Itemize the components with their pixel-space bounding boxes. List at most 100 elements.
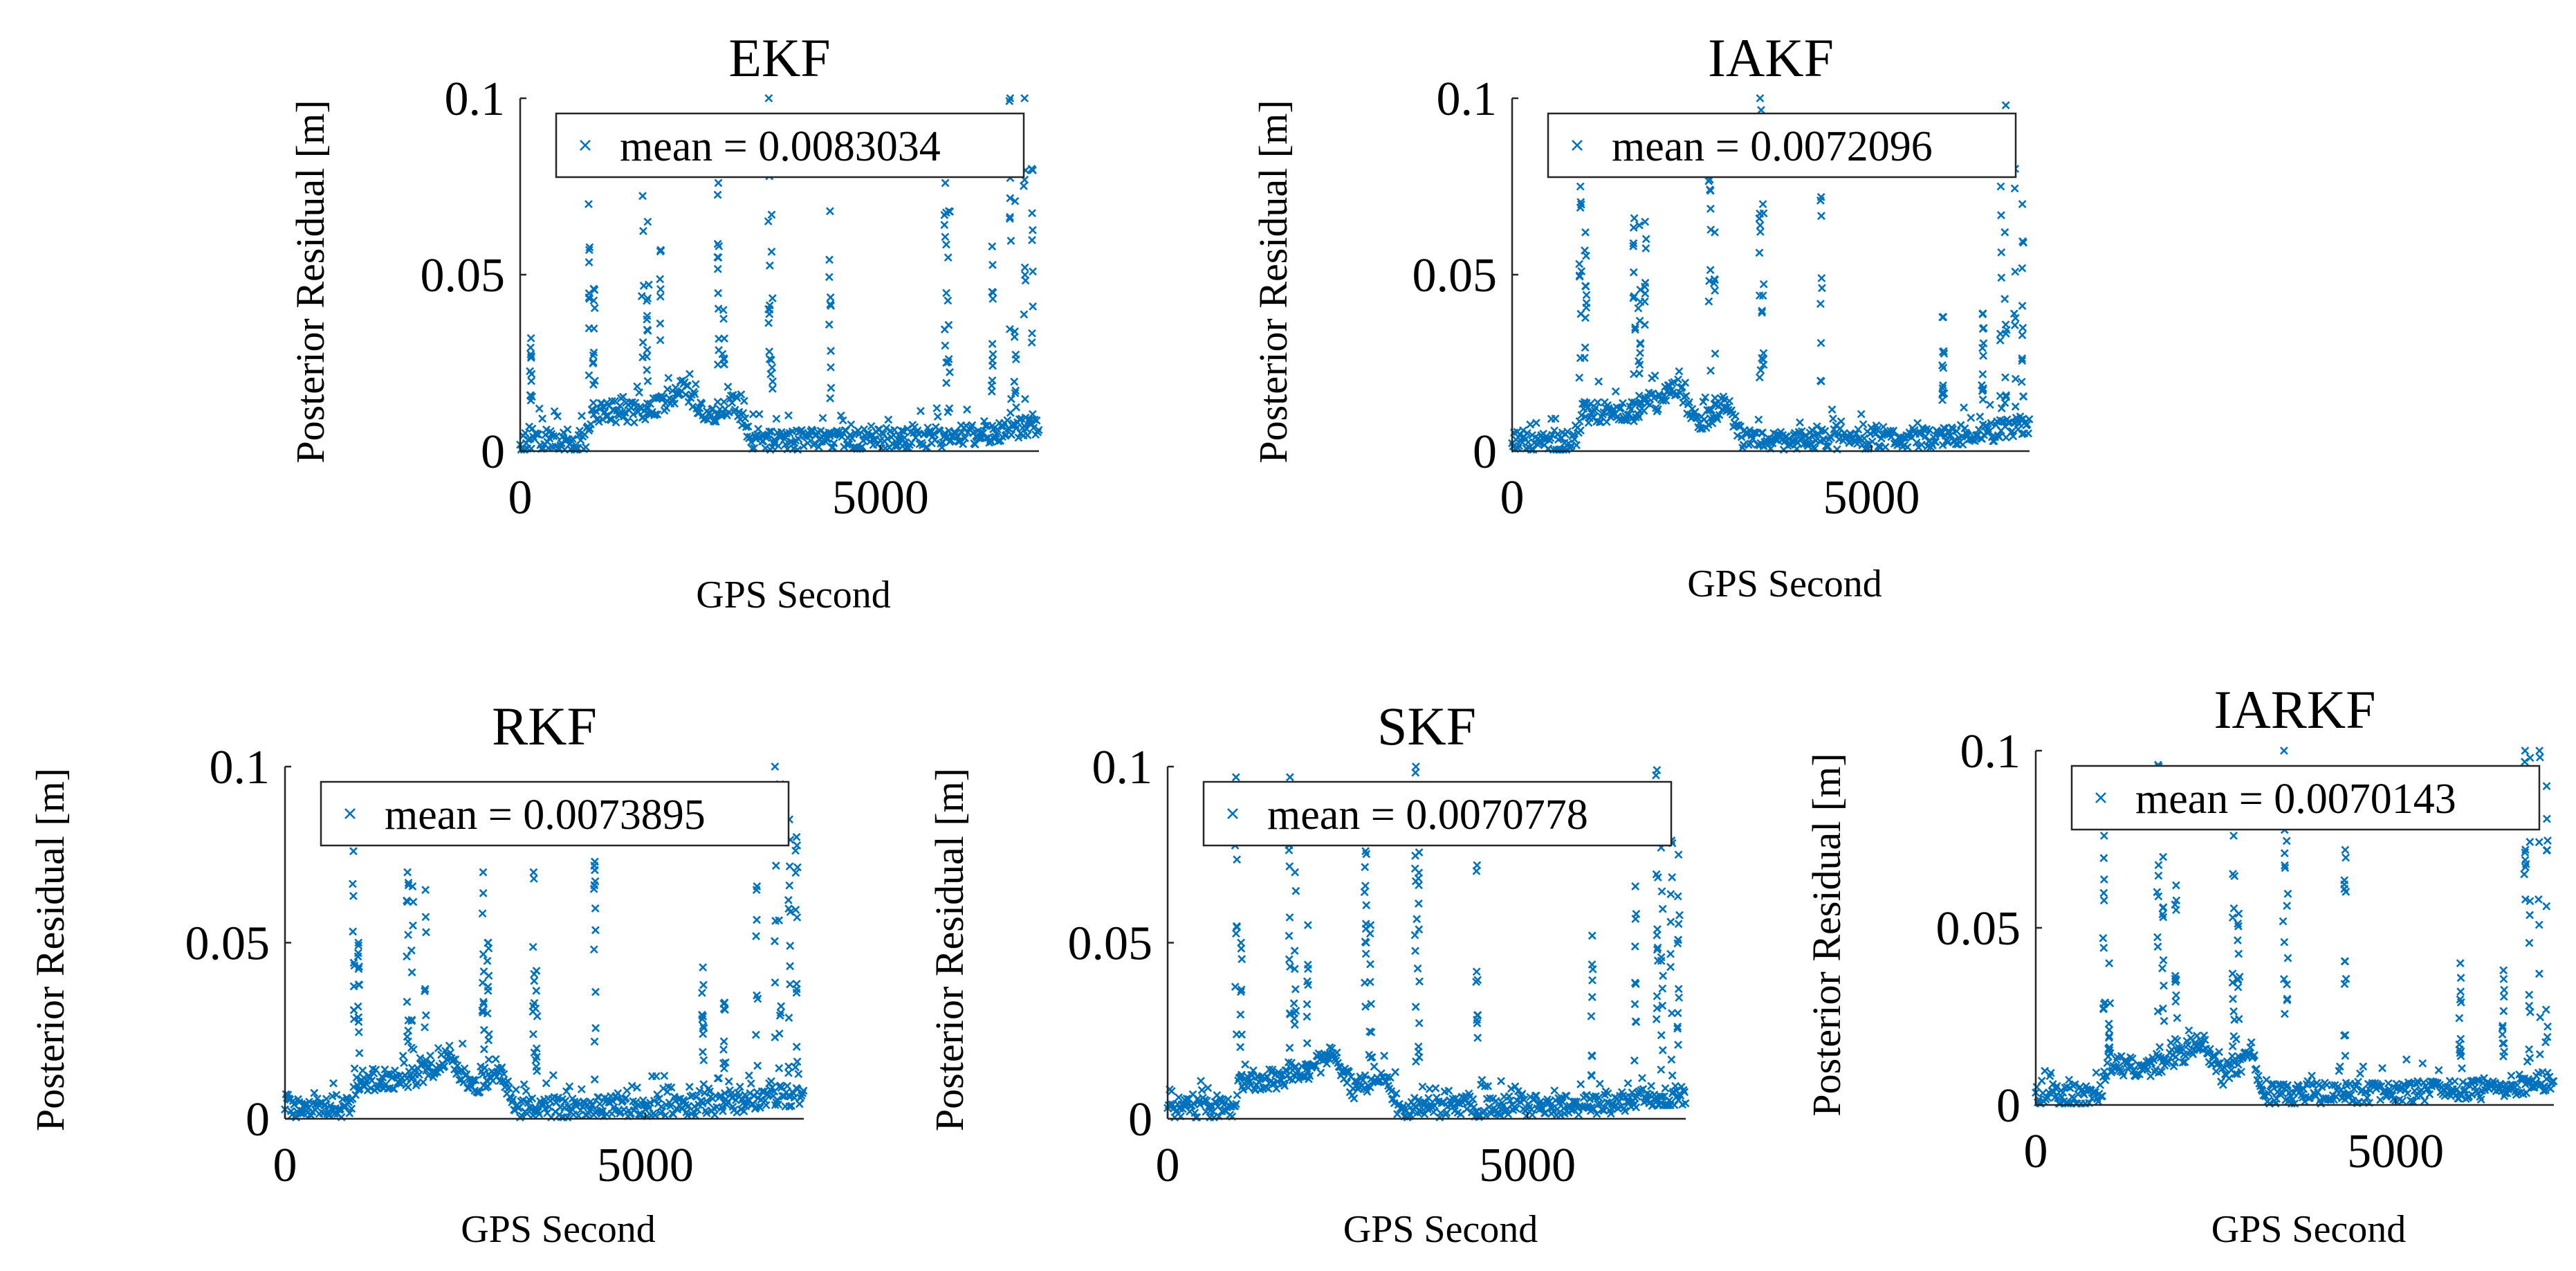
data-point — [1706, 185, 1714, 194]
data-point — [1531, 419, 1540, 428]
chart-iakf: 0 0.05 0.1 0 5000 IAKF GPS Second Posterior Res… — [1251, 28, 2034, 605]
data-point — [1515, 441, 1524, 450]
data-point — [1951, 439, 1960, 448]
data-point — [418, 1078, 427, 1087]
data-point — [440, 1061, 449, 1070]
data-point — [1006, 94, 1015, 102]
data-point — [1020, 310, 1029, 319]
data-point — [720, 334, 728, 343]
data-point — [935, 426, 944, 435]
data-point — [1681, 378, 1690, 387]
data-point — [656, 246, 665, 255]
chart-ekf: 0 0.05 0.1 0 5000 EKF GPS Second Posterior Resi… — [288, 28, 1043, 616]
data-point — [1706, 266, 1715, 275]
data-point — [1828, 405, 1837, 414]
data-point — [1641, 244, 1650, 253]
data-point — [1881, 443, 1890, 452]
data-point — [1746, 439, 1755, 448]
data-point — [803, 439, 812, 448]
data-point — [944, 355, 953, 363]
data-point — [589, 380, 598, 389]
data-point — [589, 348, 598, 357]
legend-label: mean = 0.0073895 — [385, 792, 706, 839]
data-point — [1797, 427, 1806, 436]
data-point — [2018, 323, 2027, 332]
data-point — [1696, 424, 1704, 433]
data-point — [1938, 396, 1947, 405]
data-point — [1755, 248, 1764, 257]
data-point — [930, 429, 938, 438]
data-point — [623, 417, 632, 426]
data-point — [1027, 165, 1036, 173]
data-point — [769, 377, 777, 386]
data-point — [897, 426, 906, 435]
data-point — [847, 434, 856, 443]
data-point — [1028, 410, 1037, 419]
data-point — [988, 376, 997, 385]
data-point — [643, 376, 652, 385]
data-point — [941, 179, 950, 188]
data-point — [1925, 426, 1934, 435]
data-point — [793, 446, 802, 454]
data-point — [1636, 340, 1645, 349]
data-point — [310, 1088, 319, 1097]
x-tick-label: 0 — [1156, 1139, 1180, 1192]
data-point — [2018, 331, 2027, 340]
data-point — [714, 179, 723, 188]
data-point — [553, 412, 562, 421]
data-point — [713, 398, 722, 406]
data-point — [884, 415, 893, 424]
data-point — [656, 275, 665, 284]
data-point — [1650, 372, 1659, 380]
data-point — [1012, 403, 1021, 412]
data-point — [942, 240, 950, 249]
data-point — [942, 289, 951, 298]
data-point — [825, 273, 834, 282]
data-point — [1582, 303, 1591, 312]
x-axis-label: GPS Second — [2211, 1208, 2407, 1251]
data-point — [1021, 276, 1030, 285]
data-point — [557, 439, 566, 448]
data-point — [765, 261, 774, 270]
data-point — [1940, 424, 1949, 433]
data-point — [1006, 237, 1015, 246]
data-point — [534, 430, 543, 439]
data-point — [767, 210, 776, 219]
data-point — [1816, 376, 1825, 385]
data-point — [2001, 101, 2010, 110]
data-point — [1754, 415, 1763, 424]
data-point — [394, 1079, 403, 1088]
data-point — [1756, 228, 1765, 236]
data-point — [1960, 403, 1968, 412]
data-point — [1629, 223, 1638, 232]
data-point — [767, 247, 776, 256]
data-point — [1635, 221, 1644, 230]
data-point — [944, 207, 953, 216]
data-point — [944, 253, 953, 262]
data-point — [714, 253, 723, 262]
x-tick-label: 5000 — [832, 471, 929, 524]
data-point — [917, 407, 925, 415]
data-point — [1611, 387, 1620, 396]
data-point — [656, 285, 665, 293]
data-point — [1581, 399, 1590, 408]
data-point — [942, 378, 951, 387]
data-point — [1575, 272, 1584, 281]
data-point — [1015, 415, 1024, 424]
data-point — [1635, 357, 1643, 366]
legend-label: mean = 0.0072096 — [1612, 123, 1933, 170]
data-point — [1978, 324, 1987, 333]
data-point — [1641, 217, 1650, 226]
data-point — [1997, 211, 2005, 219]
data-point — [827, 383, 836, 392]
data-point — [1581, 343, 1590, 352]
data-point — [1594, 377, 1603, 386]
y-axis-label: Posterior Residual [m] — [28, 768, 73, 1131]
data-point — [1837, 417, 1846, 426]
data-point — [882, 423, 891, 432]
y-tick-label: 0.05 — [1413, 249, 1498, 302]
data-point — [739, 396, 748, 405]
data-point — [585, 200, 593, 208]
data-point — [1997, 404, 2006, 413]
data-point — [1756, 221, 1765, 230]
